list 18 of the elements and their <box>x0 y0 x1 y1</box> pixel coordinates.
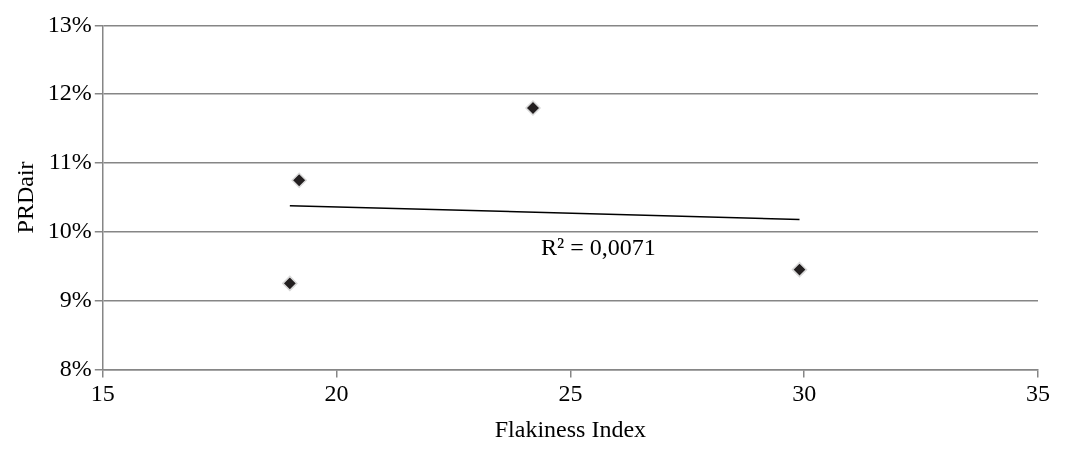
y-tick-label: 8% <box>59 354 92 381</box>
y-tick-label: 9% <box>59 285 92 312</box>
y-axis-title: PRDair <box>11 161 38 234</box>
y-tick-label: 13% <box>47 10 92 37</box>
x-tick-label: 25 <box>558 380 583 407</box>
x-tick-label: 15 <box>90 380 115 407</box>
point <box>791 261 808 278</box>
point <box>525 100 541 116</box>
x-tick-label: 20 <box>324 380 349 407</box>
annotation: R² = 0,0071 <box>541 234 656 261</box>
point <box>282 275 298 292</box>
x-tick-label: 35 <box>1026 380 1050 407</box>
y-tick-label: 12% <box>47 79 92 106</box>
y-tick-label: 10% <box>47 217 92 244</box>
y-tick-label: 11% <box>48 148 92 175</box>
x-tick-label: 30 <box>792 380 817 407</box>
point <box>291 172 307 188</box>
x-axis-title: Flakiness Index <box>494 415 647 442</box>
